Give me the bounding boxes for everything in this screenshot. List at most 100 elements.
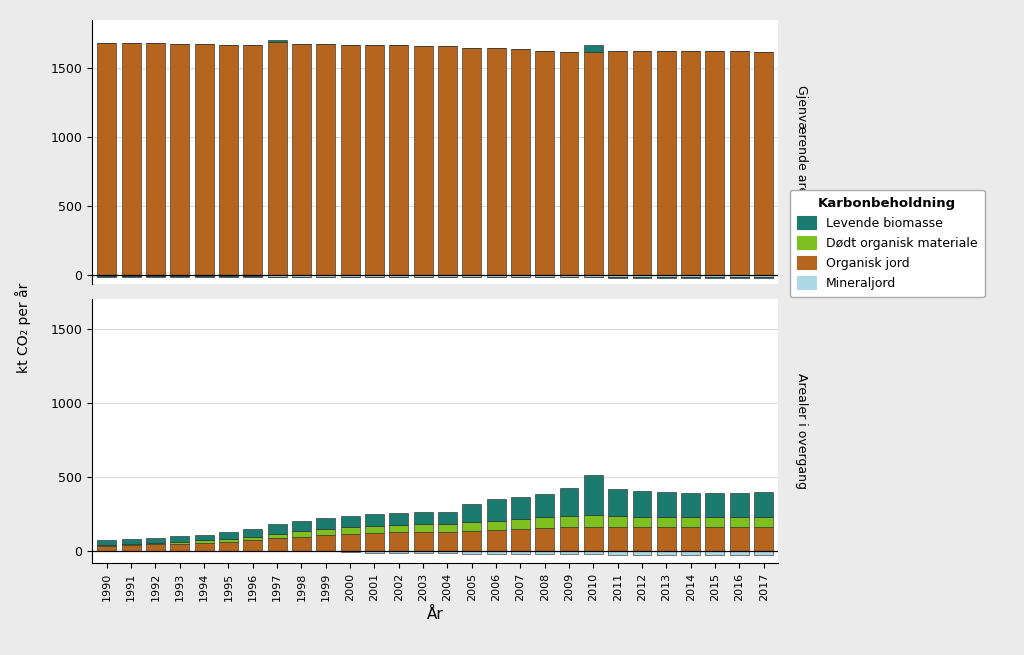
Bar — [608, 489, 627, 516]
Bar — [341, 45, 359, 275]
Bar — [97, 43, 117, 275]
Bar — [681, 52, 700, 275]
Bar — [681, 275, 700, 277]
Bar — [341, 515, 359, 527]
Bar — [511, 529, 529, 552]
Bar — [438, 524, 457, 532]
Bar — [584, 527, 603, 552]
Bar — [656, 52, 676, 275]
Bar — [122, 544, 140, 545]
Bar — [389, 45, 409, 275]
Bar — [219, 45, 238, 275]
Bar — [244, 540, 262, 552]
Bar — [681, 552, 700, 555]
Bar — [706, 517, 724, 527]
Bar — [97, 540, 117, 544]
Bar — [559, 527, 579, 552]
Bar — [146, 544, 165, 552]
Bar — [365, 514, 384, 526]
Bar — [462, 48, 481, 275]
Bar — [170, 536, 189, 542]
Bar — [414, 512, 432, 524]
Bar — [414, 275, 432, 276]
Bar — [219, 542, 238, 552]
Bar — [219, 539, 238, 542]
Bar — [608, 516, 627, 527]
Bar — [122, 275, 140, 276]
Bar — [559, 52, 579, 275]
Bar — [706, 275, 724, 277]
Bar — [170, 275, 189, 276]
Bar — [438, 47, 457, 275]
Bar — [244, 529, 262, 536]
Bar — [365, 552, 384, 553]
Bar — [656, 517, 676, 527]
Bar — [754, 492, 773, 517]
Bar — [438, 532, 457, 552]
Bar — [146, 275, 165, 276]
Bar — [267, 275, 287, 276]
Bar — [438, 275, 457, 276]
Bar — [389, 513, 409, 525]
Bar — [511, 275, 529, 277]
Bar — [292, 44, 311, 275]
Bar — [267, 538, 287, 552]
Bar — [195, 44, 214, 275]
Bar — [316, 275, 335, 276]
Bar — [706, 552, 724, 555]
Bar — [511, 519, 529, 529]
Bar — [462, 552, 481, 554]
Bar — [730, 552, 749, 555]
Bar — [681, 517, 700, 527]
Bar — [122, 545, 140, 552]
Text: Arealer i overgang: Arealer i overgang — [796, 373, 808, 489]
Bar — [341, 527, 359, 534]
Bar — [389, 533, 409, 552]
Bar — [244, 45, 262, 275]
Bar — [536, 52, 554, 275]
Bar — [656, 527, 676, 552]
Bar — [341, 275, 359, 276]
Bar — [316, 518, 335, 529]
Bar — [536, 552, 554, 554]
Bar — [633, 275, 651, 277]
Bar — [97, 544, 117, 546]
Bar — [633, 552, 651, 555]
Bar — [511, 496, 529, 519]
Bar — [486, 530, 506, 552]
Bar — [633, 52, 651, 275]
Bar — [267, 525, 287, 534]
Bar — [706, 493, 724, 517]
Bar — [633, 491, 651, 517]
Bar — [559, 275, 579, 277]
Bar — [559, 516, 579, 527]
Bar — [195, 540, 214, 543]
Bar — [462, 531, 481, 552]
Bar — [438, 512, 457, 524]
Text: kt CO₂ per år: kt CO₂ per år — [14, 282, 31, 373]
Bar — [584, 552, 603, 554]
Bar — [681, 527, 700, 552]
Bar — [316, 45, 335, 275]
Bar — [244, 536, 262, 540]
Bar — [244, 275, 262, 276]
Legend: Levende biomasse, Dødt organisk materiale, Organisk jord, Mineraljord: Levende biomasse, Dødt organisk material… — [790, 190, 985, 297]
Bar — [754, 52, 773, 275]
Bar — [486, 275, 506, 277]
Bar — [633, 527, 651, 552]
Bar — [389, 552, 409, 553]
Bar — [608, 52, 627, 275]
Bar — [486, 521, 506, 530]
Bar — [170, 542, 189, 544]
Bar — [414, 524, 432, 532]
Text: Gjenværende arealer: Gjenværende arealer — [796, 85, 808, 218]
Bar — [536, 517, 554, 528]
Bar — [414, 552, 432, 553]
Bar — [219, 532, 238, 539]
Bar — [97, 275, 117, 276]
Bar — [365, 533, 384, 552]
Bar — [97, 546, 117, 552]
Bar — [584, 515, 603, 527]
Bar — [195, 535, 214, 540]
Bar — [462, 275, 481, 277]
